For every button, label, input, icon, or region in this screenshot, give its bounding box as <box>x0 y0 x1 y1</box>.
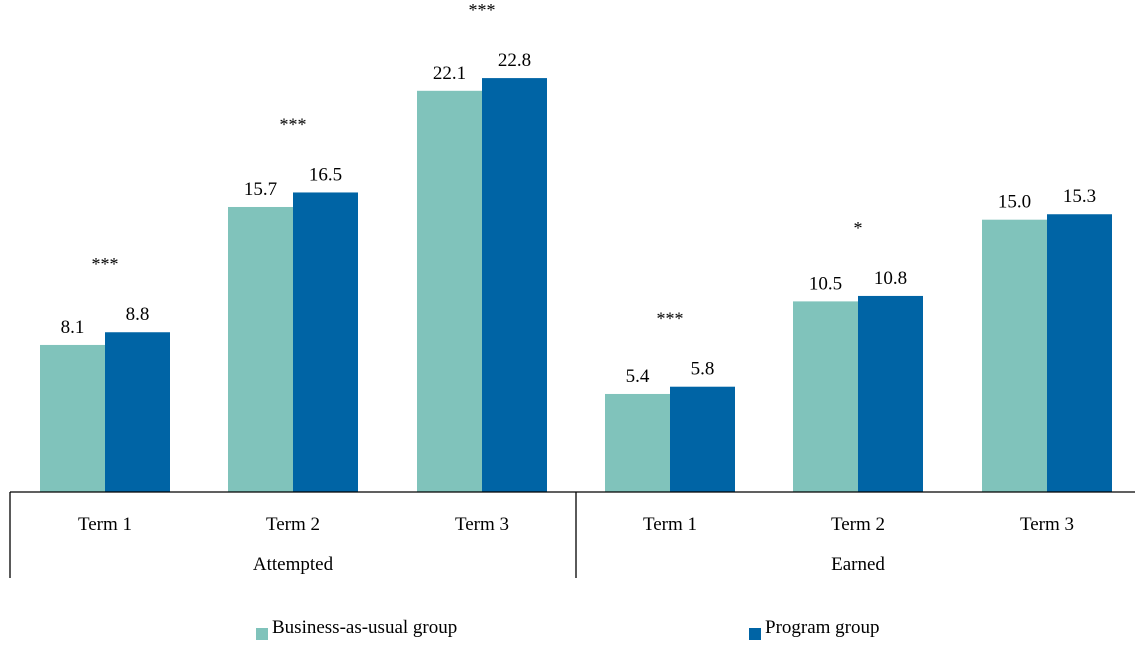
data-labels-layer: 8.1 8.8 15.7 16.5 22.1 22.8 5.4 5.8 10.5 10.8 15.0… <box>61 50 1097 387</box>
bar-business-as-usual-3 <box>417 90 482 493</box>
data-label: 22.1 <box>433 63 466 84</box>
significance-label: *** <box>280 114 307 134</box>
data-label: 15.7 <box>244 179 277 200</box>
bar-program-3 <box>482 78 547 492</box>
data-label: 22.8 <box>498 50 531 71</box>
group-labels-layer: Attempted Earned <box>253 554 885 575</box>
data-label: 15.3 <box>1063 186 1096 207</box>
bar-business-as-usual-1 <box>40 344 105 492</box>
category-axis: Term 1 Term 2 Term 3 Term 1 Term 2 Term 3 Att… <box>9 491 1135 578</box>
bar-program-6 <box>1047 214 1112 492</box>
x-tick-label: Term 1 <box>643 514 697 535</box>
significance-label: * <box>854 218 863 238</box>
bar-business-as-usual-4 <box>605 393 670 492</box>
data-label: 8.1 <box>61 317 85 338</box>
data-label: 16.5 <box>309 164 342 185</box>
data-label: 8.8 <box>126 304 150 325</box>
legend-swatch <box>749 628 761 640</box>
bar-program-2 <box>293 192 358 492</box>
significance-label: *** <box>469 0 496 20</box>
tick-labels-layer: Term 1 Term 2 Term 3 Term 1 Term 2 Term 3 <box>78 514 1074 535</box>
data-label: 15.0 <box>998 192 1031 213</box>
significance-labels-layer: ************* <box>92 0 863 329</box>
x-tick-label: Term 2 <box>266 514 320 535</box>
data-label: 5.8 <box>691 359 715 380</box>
x-group-label: Attempted <box>253 554 334 575</box>
legend: Business-as-usual group Program group <box>256 617 880 640</box>
data-label: 5.4 <box>626 366 650 387</box>
bar-business-as-usual-6 <box>982 219 1047 492</box>
x-tick-label: Term 3 <box>455 514 509 535</box>
bar-program-1 <box>105 332 170 492</box>
bars-layer <box>40 78 1112 493</box>
x-tick-label: Term 3 <box>1020 514 1074 535</box>
significance-label: *** <box>92 254 119 274</box>
x-tick-label: Term 2 <box>831 514 885 535</box>
x-tick-label: Term 1 <box>78 514 132 535</box>
x-group-label: Earned <box>831 554 885 575</box>
data-label: 10.8 <box>874 268 907 289</box>
significance-label: *** <box>657 309 684 329</box>
bar-program-4 <box>670 386 735 492</box>
bar-business-as-usual-5 <box>793 301 858 492</box>
legend-label: Program group <box>765 617 880 638</box>
bar-program-5 <box>858 295 923 492</box>
legend-label: Business-as-usual group <box>272 617 457 638</box>
legend-swatch <box>256 628 268 640</box>
data-label: 10.5 <box>809 273 842 294</box>
bar-business-as-usual-2 <box>228 206 293 492</box>
